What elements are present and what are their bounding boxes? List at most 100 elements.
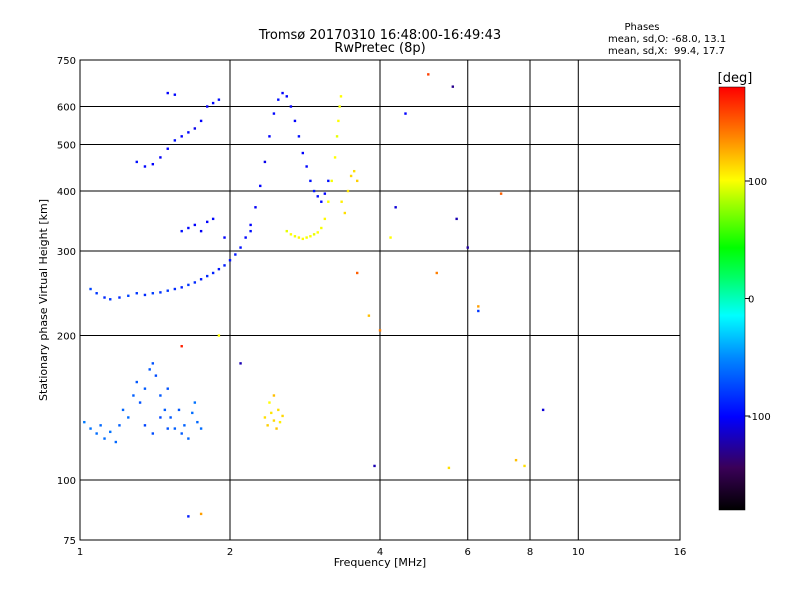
data-point [103, 437, 106, 440]
data-point [378, 329, 382, 332]
data-point [217, 334, 221, 337]
data-point [263, 416, 267, 419]
data-point [335, 135, 339, 138]
x-tick-label: 2 [227, 547, 233, 558]
y-tick-label: 400 [57, 187, 76, 198]
data-point [180, 229, 183, 233]
data-point [166, 147, 169, 150]
data-point [281, 414, 284, 418]
data-point [327, 200, 330, 203]
data-point [277, 408, 280, 412]
data-point [199, 278, 203, 281]
data-point [352, 169, 356, 173]
data-point [187, 283, 190, 287]
data-point [151, 362, 155, 365]
data-point [263, 160, 267, 164]
data-point [187, 515, 190, 518]
data-point [281, 91, 284, 95]
data-point [89, 427, 92, 430]
data-point [173, 287, 177, 291]
data-point [305, 236, 308, 239]
y-tick-label: 75 [63, 536, 76, 547]
y-tick-label: 200 [57, 332, 76, 343]
data-point [193, 223, 197, 227]
data-point [349, 174, 353, 178]
colorbar [718, 86, 746, 511]
data-point [333, 156, 337, 159]
y-tick-label: 300 [57, 247, 76, 258]
data-point [180, 286, 183, 289]
data-point [166, 289, 169, 292]
x-axis-label: Frequency [MHz] [334, 556, 426, 569]
y-tick-label: 100 [57, 476, 76, 487]
data-point [293, 235, 297, 238]
data-point [177, 408, 181, 412]
data-point [309, 235, 312, 238]
data-point [541, 408, 545, 412]
data-point [159, 291, 162, 294]
data-point [127, 416, 130, 419]
data-point [217, 267, 221, 271]
y-tick-label: 600 [57, 103, 76, 114]
data-point [234, 253, 237, 256]
chart-title: Tromsø 20170310 16:48:00-16:49:43 [258, 28, 501, 43]
data-point [249, 223, 252, 227]
data-point [121, 408, 125, 412]
data-point [151, 292, 155, 295]
data-point [205, 220, 209, 224]
data-point [95, 292, 98, 295]
data-point [355, 179, 359, 183]
data-point [166, 91, 169, 95]
data-point [143, 424, 147, 427]
data-point [239, 246, 242, 249]
colorbar-tick-label: 100 [748, 177, 767, 188]
data-point [285, 229, 288, 233]
data-point [316, 231, 319, 234]
grid-lines [80, 60, 680, 540]
data-point [293, 119, 297, 123]
data-point [223, 264, 226, 267]
data-point [109, 298, 112, 301]
data-point [211, 271, 215, 275]
y-tick-label: 750 [57, 56, 76, 67]
data-point [166, 427, 169, 430]
data-point [297, 135, 301, 138]
data-point [103, 296, 106, 299]
data-point [127, 294, 130, 297]
data-point [114, 440, 118, 444]
data-point [159, 394, 162, 397]
data-point [135, 160, 138, 164]
data-point [327, 179, 330, 183]
x-tick-label: 16 [674, 547, 687, 558]
data-point [183, 424, 186, 427]
data-point [163, 408, 167, 412]
data-point [289, 105, 293, 108]
data-point [340, 200, 343, 203]
data-point [187, 226, 190, 230]
data-point [523, 464, 526, 468]
data-point [272, 112, 276, 115]
data-point [244, 236, 247, 239]
data-point [135, 380, 138, 384]
data-point [228, 259, 232, 262]
data-point [289, 233, 293, 236]
data-point [154, 374, 158, 377]
data-point [187, 131, 190, 134]
data-point [159, 156, 162, 159]
data-point [205, 105, 209, 108]
data-point [394, 206, 397, 209]
y-tick-label: 500 [57, 141, 76, 152]
data-point [151, 432, 155, 435]
data-point [199, 229, 203, 233]
y-axis-ticks: 75 100 200 300 400 500 600 750 [57, 56, 76, 547]
data-point [95, 432, 98, 435]
data-point [275, 427, 278, 430]
data-point [118, 296, 121, 299]
chart-subtitle: RwPretec (8p) [334, 41, 425, 56]
data-point [83, 420, 86, 424]
stats-header: Phases [624, 22, 659, 33]
data-point [323, 192, 327, 195]
data-point [143, 387, 147, 390]
data-points [83, 73, 545, 518]
